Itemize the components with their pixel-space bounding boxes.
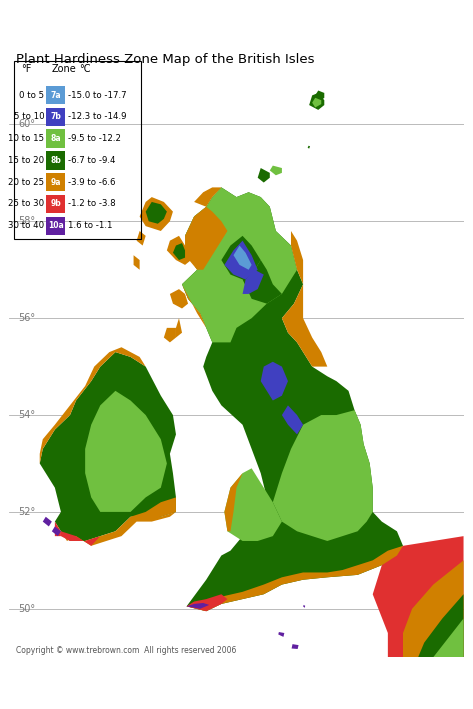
Polygon shape [61, 531, 100, 546]
Polygon shape [40, 347, 146, 464]
Polygon shape [186, 603, 209, 609]
Polygon shape [312, 98, 321, 108]
Polygon shape [167, 236, 191, 265]
Polygon shape [282, 406, 303, 435]
Text: 1.6 to -1.1: 1.6 to -1.1 [69, 221, 113, 230]
Polygon shape [291, 231, 303, 284]
Polygon shape [243, 260, 282, 303]
Polygon shape [291, 644, 298, 649]
Bar [14, 62, 141, 239]
Polygon shape [133, 255, 140, 269]
Polygon shape [243, 269, 264, 294]
Polygon shape [303, 605, 305, 608]
Polygon shape [173, 243, 185, 260]
Text: 54°: 54° [18, 410, 35, 420]
Polygon shape [52, 527, 61, 536]
Polygon shape [170, 289, 188, 308]
Bar [46, 86, 65, 104]
Polygon shape [43, 517, 52, 527]
Polygon shape [273, 411, 373, 541]
Text: 10 to 15: 10 to 15 [8, 134, 44, 143]
Polygon shape [221, 236, 261, 279]
Text: 60°: 60° [18, 119, 35, 130]
Bar [46, 216, 65, 235]
Bar [46, 130, 65, 147]
Polygon shape [182, 187, 297, 342]
Polygon shape [261, 362, 288, 401]
Text: 7b: 7b [50, 112, 61, 121]
Text: 8b: 8b [50, 156, 61, 165]
Polygon shape [258, 168, 270, 182]
Polygon shape [40, 352, 176, 541]
Text: Copyright © www.trebrown.com  All rights reserved 2006: Copyright © www.trebrown.com All rights … [16, 646, 236, 655]
Polygon shape [309, 93, 324, 110]
Polygon shape [194, 187, 221, 207]
Polygon shape [224, 240, 258, 279]
Text: 20 to 25: 20 to 25 [8, 178, 44, 186]
Polygon shape [186, 546, 403, 611]
Text: Plant Hardiness Zone Map of the British Isles: Plant Hardiness Zone Map of the British … [16, 52, 314, 65]
Text: 0 to 5: 0 to 5 [19, 91, 44, 99]
Polygon shape [433, 618, 464, 657]
Polygon shape [55, 522, 61, 536]
Text: 5 to 10: 5 to 10 [14, 112, 44, 121]
Polygon shape [182, 284, 206, 328]
Text: 10a: 10a [48, 221, 63, 230]
Text: 30 to 40: 30 to 40 [8, 221, 44, 230]
Polygon shape [270, 166, 282, 175]
Polygon shape [131, 498, 176, 519]
Bar [46, 195, 65, 213]
Text: -3.9 to -6.6: -3.9 to -6.6 [69, 178, 116, 186]
Text: 25 to 30: 25 to 30 [8, 199, 44, 208]
Polygon shape [282, 284, 327, 367]
Polygon shape [164, 328, 176, 342]
Polygon shape [140, 197, 173, 231]
Bar [46, 151, 65, 169]
Polygon shape [224, 473, 243, 531]
Polygon shape [315, 91, 324, 100]
Text: 15 to 20: 15 to 20 [8, 156, 44, 165]
Text: °C: °C [79, 64, 91, 74]
Text: °F: °F [22, 64, 32, 74]
Text: 8a: 8a [50, 134, 61, 143]
Polygon shape [176, 318, 182, 337]
Polygon shape [85, 391, 167, 512]
Polygon shape [307, 146, 310, 149]
Text: Zone: Zone [52, 64, 77, 74]
Text: 58°: 58° [18, 216, 35, 226]
Text: -12.3 to -14.9: -12.3 to -14.9 [69, 112, 127, 121]
Text: 9b: 9b [50, 199, 61, 208]
Bar [46, 173, 65, 191]
Text: 52°: 52° [18, 507, 36, 517]
Polygon shape [61, 512, 176, 546]
Polygon shape [403, 560, 464, 657]
Polygon shape [146, 202, 167, 224]
Text: 56°: 56° [18, 313, 35, 323]
Polygon shape [186, 594, 228, 611]
Text: -6.7 to -9.4: -6.7 to -9.4 [69, 156, 116, 165]
Text: -1.2 to -3.8: -1.2 to -3.8 [69, 199, 116, 208]
Polygon shape [278, 632, 284, 637]
Polygon shape [373, 536, 464, 657]
Polygon shape [224, 469, 282, 541]
Text: 50°: 50° [18, 604, 35, 614]
Text: 7a: 7a [50, 91, 61, 99]
Polygon shape [137, 231, 146, 245]
Polygon shape [234, 245, 252, 269]
Bar [46, 108, 65, 126]
Text: -9.5 to -12.2: -9.5 to -12.2 [69, 134, 122, 143]
Polygon shape [182, 187, 403, 611]
Polygon shape [418, 594, 464, 657]
Text: 9a: 9a [51, 178, 61, 186]
Polygon shape [185, 207, 228, 269]
Text: -15.0 to -17.7: -15.0 to -17.7 [69, 91, 127, 99]
